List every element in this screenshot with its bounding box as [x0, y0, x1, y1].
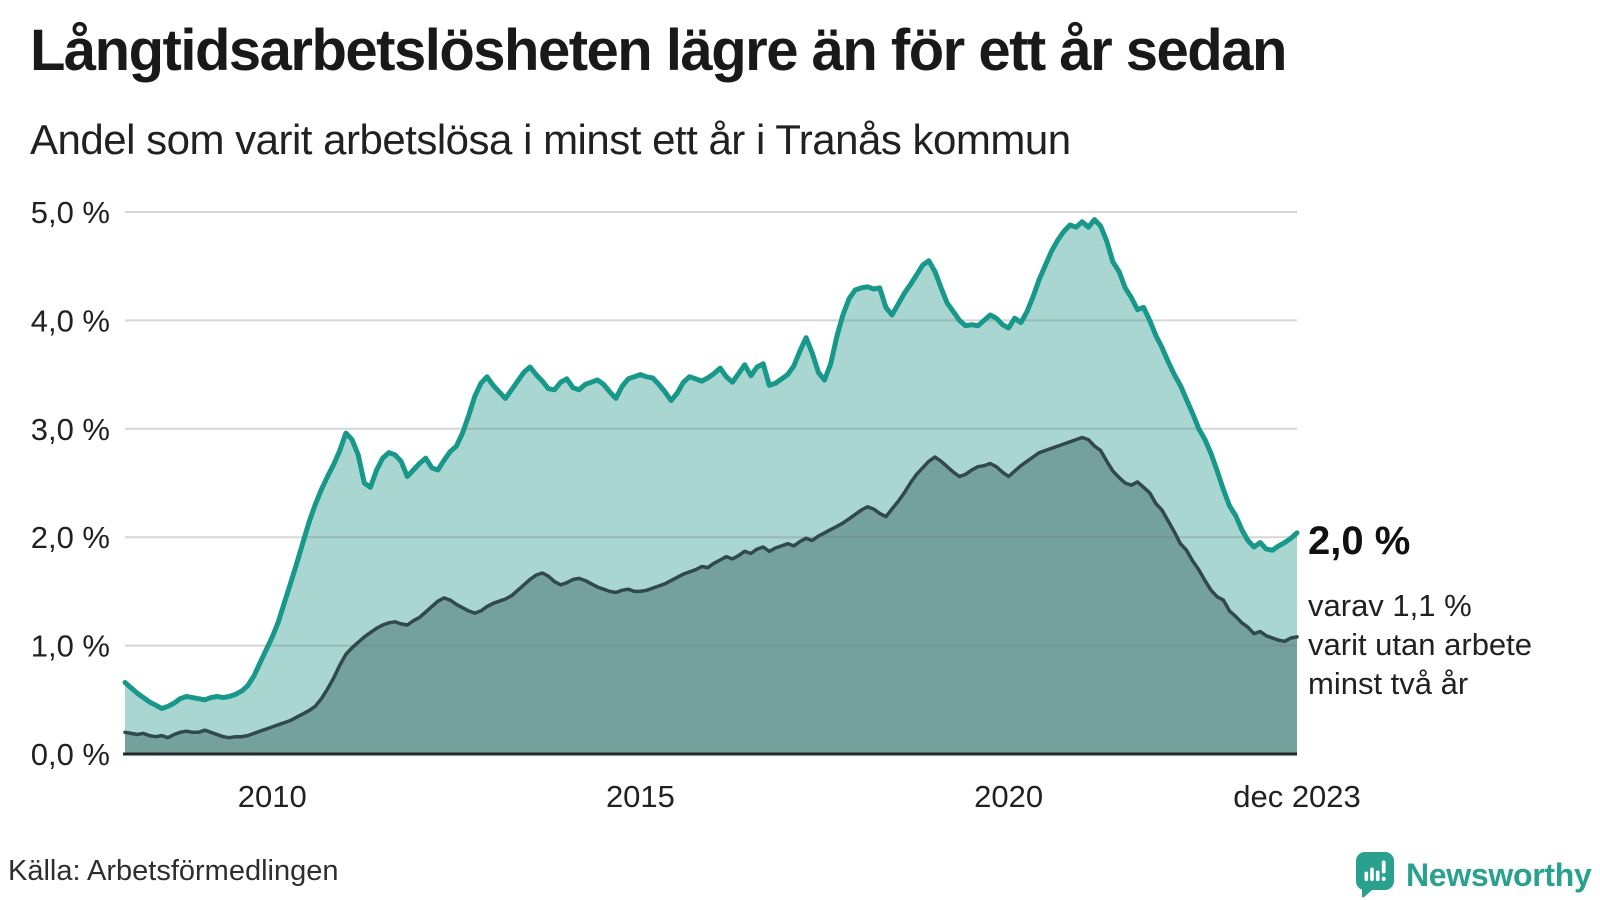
series-line-0	[122, 217, 1300, 711]
y-tick-label: 1,0 %	[31, 629, 110, 664]
y-tick-label: 5,0 %	[31, 195, 110, 230]
x-tick-label: 2020	[974, 779, 1043, 814]
end-note-two-years: varav 1,1 % varit utan arbete minst två …	[1308, 586, 1532, 703]
brand-lockup: Newsworthy	[1356, 852, 1592, 898]
end-note-line: minst två år	[1308, 666, 1469, 702]
chart-subtitle: Andel som varit arbetslösa i minst ett å…	[30, 116, 1071, 163]
y-tick-label: 3,0 %	[31, 412, 110, 447]
y-tick-label: 2,0 %	[31, 520, 110, 555]
page-title: Långtidsarbetslösheten lägre än för ett …	[30, 18, 1287, 83]
area-fill-series-1	[125, 437, 1297, 754]
x-tick-label: dec 2023	[1233, 779, 1361, 814]
source-credit: Källa: Arbetsförmedlingen	[8, 855, 339, 887]
x-tick-label: 2015	[606, 779, 675, 814]
newsworthy-logo-icon	[1356, 852, 1394, 898]
series-line-1	[123, 435, 1299, 740]
brand-name: Newsworthy	[1406, 856, 1592, 893]
y-tick-label: 0,0 %	[31, 737, 110, 772]
x-tick-label: 2010	[238, 779, 307, 814]
end-note-line: varit utan arbete	[1308, 627, 1533, 663]
end-value-label-total: 2,0 %	[1308, 519, 1411, 563]
end-note-line: varav 1,1 %	[1308, 588, 1472, 623]
y-tick-label: 4,0 %	[31, 303, 110, 338]
